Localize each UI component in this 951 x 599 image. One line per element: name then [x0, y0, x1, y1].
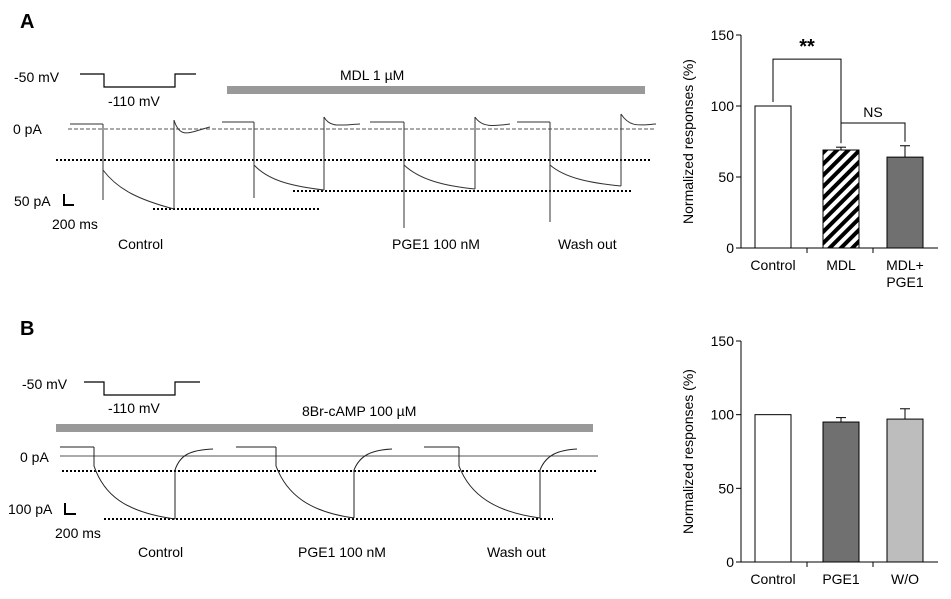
a-condition-washout-label: Wash out: [558, 236, 617, 252]
b-trace-washout: [424, 446, 578, 519]
b-step-potential-label: -110 mV: [108, 400, 161, 416]
a-significance-label-2: NS: [863, 104, 882, 120]
b-current-traces: [60, 446, 578, 520]
b-chart-y-tick-label: 150: [711, 333, 735, 349]
b-bar-3: [886, 418, 924, 563]
b-category-label-3: W/O: [891, 571, 919, 587]
panel-b-label: B: [20, 318, 34, 340]
b-chart-y-tick-label: 0: [726, 554, 734, 570]
a-significance-label-1: **: [799, 36, 815, 58]
a-voltage-command-trace: [80, 73, 196, 88]
a-scale-bar: [63, 194, 74, 206]
b-category-label-1: Control: [750, 571, 795, 587]
a-trace-control: [70, 119, 211, 210]
b-trace-control: [60, 446, 214, 520]
a-bar-3: [886, 156, 924, 249]
a-condition-control-label: Control: [118, 236, 163, 252]
panel-a: A -50 mV -110 mV MDL 1 µM 0 pA 50 pA 200…: [13, 11, 657, 252]
a-bar-2: [822, 149, 860, 249]
a-category-label-2: MDL: [826, 257, 856, 273]
a-drug-application-bar: [227, 86, 645, 94]
a-current-traces: [70, 113, 657, 228]
a-trace-pge1: [370, 116, 511, 228]
a-chart-y-tick-label: 50: [718, 169, 734, 185]
a-significance-bracket-2: [840, 122, 906, 144]
b-condition-pge1-label: PGE1 100 nM: [298, 544, 386, 560]
b-time-scale-label: 200 ms: [55, 525, 101, 541]
a-category-label-3: PGE1: [886, 274, 924, 290]
a-step-potential-label: -110 mV: [108, 93, 161, 109]
b-chart-y-axis-label: Normalized responses (%): [680, 369, 696, 534]
a-chart-y-tick-label: 100: [711, 98, 735, 114]
b-drug-application-bar: [56, 424, 593, 432]
b-category-label-2: PGE1: [822, 571, 860, 587]
a-trace-washout: [517, 113, 657, 222]
a-zero-current-label: 0 pA: [13, 121, 42, 137]
b-drug-label: 8Br-cAMP 100 µM: [302, 403, 416, 419]
b-bar-1: [754, 414, 792, 563]
bar-chart-a: 0 50 100 150 Normalized responses (%) Control…: [680, 27, 938, 290]
b-condition-washout-label: Wash out: [487, 544, 546, 560]
a-category-label-1: Control: [750, 257, 795, 273]
a-category-label-3: MDL+: [886, 257, 924, 273]
a-trace-mdl: [222, 116, 361, 198]
b-trace-pge1: [236, 446, 393, 519]
a-current-scale-label: 50 pA: [14, 193, 51, 209]
b-chart-y-tick-label: 100: [711, 407, 735, 423]
b-holding-potential-label: -50 mV: [22, 376, 68, 392]
b-voltage-command-trace: [84, 381, 200, 396]
panel-a-label: A: [20, 11, 34, 33]
a-time-scale-label: 200 ms: [52, 216, 98, 232]
b-current-scale-label: 100 pA: [8, 501, 53, 517]
a-bar-1: [754, 105, 792, 249]
a-drug-label: MDL 1 µM: [340, 67, 404, 83]
a-chart-y-tick-label: 0: [726, 240, 734, 256]
a-condition-pge1-label: PGE1 100 nM: [392, 236, 480, 252]
a-significance-bracket-1: [772, 58, 842, 144]
a-chart-y-tick-label: 150: [711, 27, 735, 43]
bar-chart-b: 0 50 100 150 Normalized responses (%) Control…: [680, 333, 938, 587]
b-bar-2: [822, 421, 860, 563]
a-holding-potential-label: -50 mV: [14, 69, 60, 85]
b-chart-y-tick-label: 50: [718, 480, 734, 496]
panel-b: B -50 mV -110 mV 8Br-cAMP 100 µM 0 pA 10…: [8, 318, 598, 560]
a-chart-y-axis-label: Normalized responses (%): [680, 59, 696, 224]
b-zero-current-label: 0 pA: [20, 449, 49, 465]
b-scale-bar: [64, 503, 76, 515]
b-condition-control-label: Control: [138, 544, 183, 560]
